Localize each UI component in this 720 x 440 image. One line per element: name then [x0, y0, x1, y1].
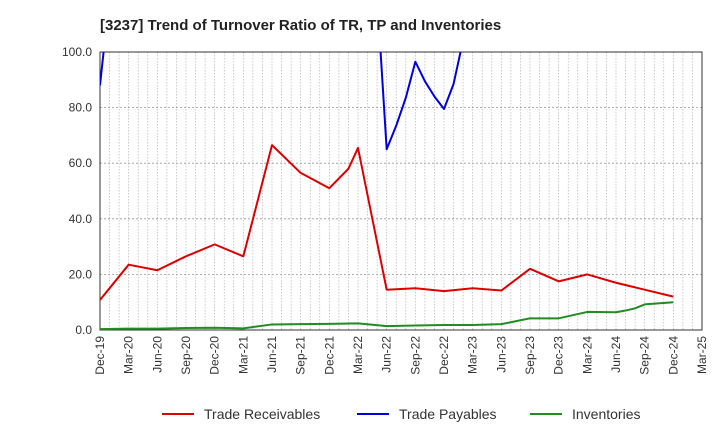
- series-lines: [100, 52, 674, 330]
- x-tick-label: Mar-21: [236, 336, 250, 374]
- x-tick-label: Sep-21: [294, 336, 308, 375]
- series-line-trade-receivables: [100, 144, 674, 301]
- axes: 0.0 20.0 40.0 60.0 80.0 100.0 Dec-19 Mar-20 Jun-…: [62, 45, 709, 375]
- y-tick-label: 0.0: [75, 323, 92, 337]
- series-line-inventories: [100, 301, 674, 330]
- x-tick-label: Mar-24: [580, 336, 594, 374]
- y-tick-label: 20.0: [69, 267, 93, 281]
- x-tick-label: Dec-20: [208, 336, 222, 375]
- legend: Trade Receivables Trade Payables Inventori…: [162, 406, 640, 422]
- chart-title: [3237] Trend of Turnover Ratio of TR, TP…: [100, 17, 501, 34]
- x-tick-label: Dec-24: [666, 336, 680, 375]
- x-tick-label: Sep-23: [523, 336, 537, 375]
- x-tick-label: Dec-19: [93, 336, 107, 375]
- x-tick-label: Mar-20: [122, 336, 136, 374]
- x-tick-label: Mar-25: [695, 336, 709, 374]
- grid: [99, 51, 703, 331]
- x-tick-label: Mar-23: [466, 336, 480, 374]
- x-tick-label: Jun-23: [494, 336, 508, 373]
- legend-label: Inventories: [572, 406, 640, 422]
- x-tick-label: Jun-22: [380, 336, 394, 373]
- x-tick-label: Sep-22: [408, 336, 422, 375]
- plot-frame: [99, 51, 703, 331]
- x-tick-label: Jun-24: [609, 336, 623, 373]
- series-line-trade-payables: [100, 52, 462, 151]
- x-tick-label: Mar-22: [351, 336, 365, 374]
- x-tick-label: Jun-21: [265, 336, 279, 373]
- x-tick-label: Jun-20: [150, 336, 164, 373]
- y-tick-label: 80.0: [69, 101, 93, 115]
- legend-label: Trade Receivables: [204, 406, 320, 422]
- y-tick-label: 40.0: [69, 212, 93, 226]
- legend-label: Trade Payables: [399, 406, 497, 422]
- y-tick-label: 100.0: [62, 45, 92, 59]
- x-tick-label: Sep-20: [179, 336, 193, 375]
- y-tick-label: 60.0: [69, 156, 93, 170]
- x-tick-label: Dec-23: [552, 336, 566, 375]
- x-tick-label: Dec-21: [322, 336, 336, 375]
- x-tick-label: Dec-22: [437, 336, 451, 375]
- x-tick-label: Sep-24: [638, 336, 652, 375]
